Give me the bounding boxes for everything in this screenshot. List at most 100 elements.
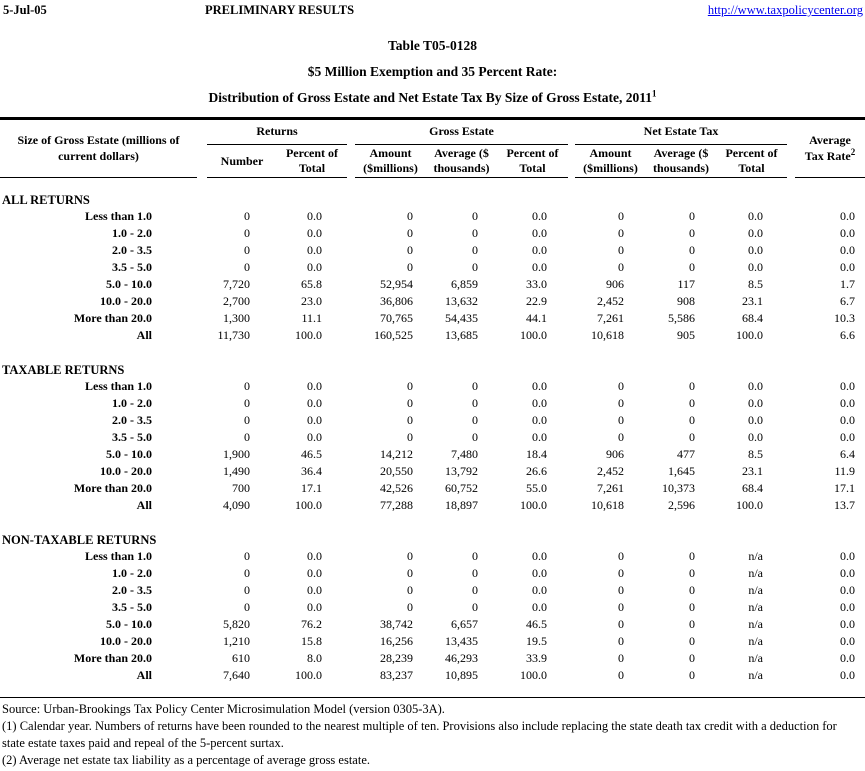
row-label: More than 20.0 — [73, 480, 152, 495]
cell-gross-amount: 0 — [407, 582, 413, 597]
column-header-returns-number: Number — [207, 144, 277, 178]
spacer — [347, 120, 355, 177]
cell-average-tax-rate: 0.0 — [840, 565, 855, 580]
cell-net-average: 2,596 — [668, 497, 695, 512]
cell-net-amount: 2,452 — [597, 293, 624, 308]
cell-average-tax-rate: 0.0 — [840, 225, 855, 240]
cell-net-percent-of-total: 23.1 — [742, 463, 763, 478]
spacer — [347, 225, 355, 242]
column-header-returns-percent-of-total: Percent of Total — [277, 144, 347, 178]
cell-gross-percent-of-total: 100.0 — [520, 497, 547, 512]
spacer — [568, 259, 575, 276]
cell-net-amount: 906 — [606, 276, 624, 291]
taxpolicycenter-link[interactable]: http://www.taxpolicycenter.org — [707, 3, 863, 17]
spacer — [787, 310, 795, 327]
spacer — [197, 120, 207, 177]
cell-net-average: 117 — [677, 276, 695, 291]
table-row: 3.5 - 5.0 0 0.0 0 0 0.0 0 0 n/a 0.0 — [0, 599, 865, 616]
cell-average-tax-rate: 0.0 — [840, 378, 855, 393]
cell-gross-percent-of-total: 0.0 — [532, 582, 547, 597]
table-row: 5.0 - 10.0 5,820 76.2 38,742 6,657 46.5 0 0 n/a 0… — [0, 616, 865, 633]
spacer — [787, 548, 795, 565]
spacer — [347, 242, 355, 259]
row-label: 2.0 - 3.5 — [112, 582, 152, 597]
cell-net-amount: 10,618 — [591, 497, 624, 512]
spacer — [347, 667, 355, 684]
cell-net-amount: 0 — [618, 225, 624, 240]
table-row: All 7,640 100.0 83,237 10,895 100.0 0 0 n/a 0.0 — [0, 667, 865, 684]
cell-returns-percent-of-total: 0.0 — [307, 242, 322, 257]
spacer — [568, 293, 575, 310]
spacer — [347, 480, 355, 497]
title-block: Table T05-0128 $5 Million Exemption and … — [0, 33, 865, 111]
spacer — [568, 633, 575, 650]
cell-net-percent-of-total: 0.0 — [748, 208, 763, 223]
cell-net-average: 908 — [677, 293, 695, 308]
spacer — [197, 395, 207, 412]
cell-gross-percent-of-total: 33.0 — [526, 276, 547, 291]
cell-gross-amount: 42,526 — [380, 480, 413, 495]
cell-net-average: 1,645 — [668, 463, 695, 478]
cell-returns-number: 2,700 — [223, 293, 250, 308]
cell-gross-amount: 0 — [407, 378, 413, 393]
cell-gross-average: 13,632 — [445, 293, 478, 308]
cell-net-percent-of-total: 8.5 — [748, 446, 763, 461]
row-label: All — [136, 667, 152, 682]
cell-net-average: 0 — [689, 225, 695, 240]
row-label: Less than 1.0 — [84, 208, 152, 223]
row-label: 5.0 - 10.0 — [106, 276, 152, 291]
spacer — [347, 429, 355, 446]
cell-net-average: 0 — [689, 259, 695, 274]
cell-gross-average: 13,685 — [445, 327, 478, 342]
cell-net-amount: 7,261 — [597, 310, 624, 325]
spacer — [787, 208, 795, 225]
spacer — [568, 463, 575, 480]
cell-gross-percent-of-total: 0.0 — [532, 429, 547, 444]
spacer — [347, 208, 355, 225]
cell-net-amount: 0 — [618, 548, 624, 563]
cell-gross-amount: 52,954 — [380, 276, 413, 291]
cell-average-tax-rate: 0.0 — [840, 650, 855, 665]
spacer — [347, 633, 355, 650]
cell-gross-average: 0 — [472, 242, 478, 257]
cell-returns-percent-of-total: 0.0 — [307, 565, 322, 580]
cell-net-average: 0 — [689, 667, 695, 682]
group-header-returns: Returns — [207, 120, 347, 145]
row-label: More than 20.0 — [73, 650, 152, 665]
spacer — [347, 276, 355, 293]
cell-gross-average: 0 — [472, 565, 478, 580]
spacer — [347, 548, 355, 565]
spacer — [787, 429, 795, 446]
cell-returns-percent-of-total: 23.0 — [301, 293, 322, 308]
spacer — [568, 412, 575, 429]
cell-returns-percent-of-total: 65.8 — [301, 276, 322, 291]
cell-average-tax-rate: 10.3 — [834, 310, 855, 325]
cell-net-average: 477 — [677, 446, 695, 461]
cell-average-tax-rate: 0.0 — [840, 616, 855, 631]
cell-returns-number: 0 — [244, 429, 250, 444]
spacer — [787, 327, 795, 344]
table-row: 5.0 - 10.0 7,720 65.8 52,954 6,859 33.0 906 117… — [0, 276, 865, 293]
cell-gross-percent-of-total: 0.0 — [532, 599, 547, 614]
cell-gross-average: 0 — [472, 548, 478, 563]
cell-average-tax-rate: 0.0 — [840, 242, 855, 257]
spacer — [197, 667, 207, 684]
table-row: All 11,730 100.0 160,525 13,685 100.0 10,618 90… — [0, 327, 865, 344]
cell-returns-percent-of-total: 0.0 — [307, 378, 322, 393]
column-header-gross-amount: Amount ($millions) — [355, 144, 426, 178]
row-label: 5.0 - 10.0 — [106, 616, 152, 631]
cell-net-amount: 0 — [618, 667, 624, 682]
cell-gross-percent-of-total: 0.0 — [532, 412, 547, 427]
cell-gross-amount: 0 — [407, 412, 413, 427]
cell-returns-percent-of-total: 0.0 — [307, 599, 322, 614]
cell-gross-percent-of-total: 100.0 — [520, 667, 547, 682]
cell-net-average: 905 — [677, 327, 695, 342]
cell-gross-percent-of-total: 0.0 — [532, 395, 547, 410]
cell-returns-number: 1,300 — [223, 310, 250, 325]
cell-gross-average: 46,293 — [445, 650, 478, 665]
spacer — [568, 378, 575, 395]
spacer — [197, 463, 207, 480]
spacer — [197, 599, 207, 616]
cell-gross-percent-of-total: 0.0 — [532, 565, 547, 580]
cell-gross-amount: 16,256 — [380, 633, 413, 648]
